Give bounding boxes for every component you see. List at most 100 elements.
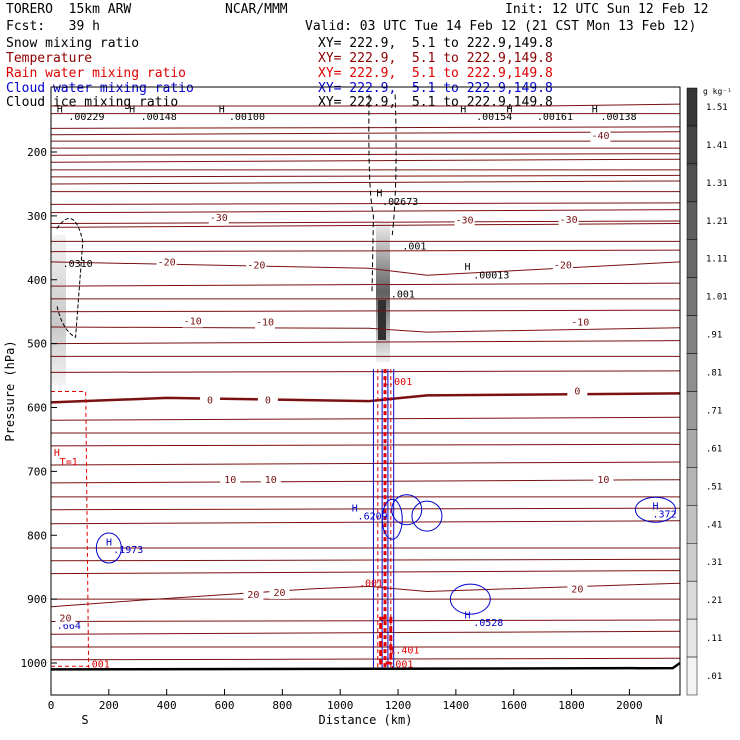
x-tick-label-3: 600: [215, 699, 235, 712]
rain-core: [379, 616, 393, 665]
field-xy-rain: XY= 222.9, 5.1 to 222.9,149.8: [318, 66, 553, 81]
contour-label-21: T=1: [60, 457, 78, 468]
x-tick-label-4: 800: [272, 699, 292, 712]
temperature-label-bg-6: [552, 260, 573, 272]
contour-label-27: .6209: [358, 511, 388, 522]
x-tick-label-1: 200: [99, 699, 119, 712]
isotherm-extra-32: [50, 630, 681, 635]
colorbar-swatch-14: [686, 125, 698, 165]
contour-label-32: H: [653, 502, 659, 513]
colorbar-label-15: 1.51: [706, 103, 728, 113]
contour-labels: H.00229H.00148H.00100H.00154H.00161H.001…: [54, 104, 677, 670]
colorbar-label-0: .01: [706, 672, 722, 682]
temperature-label-bg-14: [260, 474, 281, 486]
x-tick-label-5: 1000: [327, 699, 354, 712]
x-tick-label-6: 1200: [385, 699, 412, 712]
isotherm-8: [50, 582, 681, 608]
temperature-label-4: -20: [158, 258, 176, 269]
snow-dashed-contour: [368, 94, 397, 293]
isotherm-extra-5: [50, 158, 681, 163]
temperature-label-bg-13: [220, 474, 241, 486]
contour-label-16: .00013: [473, 270, 509, 281]
temperature-label-bg-11: [257, 395, 278, 407]
temperature-label-bg-8: [255, 317, 276, 329]
isotherm-extra-11: [50, 209, 681, 214]
temperature-isotherms: [50, 103, 681, 608]
temperature-label-17: 20: [247, 590, 259, 601]
colorbar-label-6: .61: [706, 444, 722, 454]
colorbar-swatch-7: [686, 391, 698, 430]
isotherm-extra-19: [50, 370, 681, 373]
isotherm-3: [50, 223, 681, 228]
contour-label-19: 1.001: [382, 377, 412, 388]
colorbar-swatch-3: [686, 543, 698, 582]
isotherm-extra-20: [50, 416, 681, 421]
cloud-water-contour-2: [381, 498, 403, 540]
isotherm-extra-25: [50, 507, 681, 511]
contour-label-15: H: [465, 262, 471, 273]
temperature-label-bg-9: [570, 317, 591, 329]
colorbar-label-13: 1.31: [706, 179, 728, 189]
init-time: Init: 12 UTC Sun 12 Feb 12: [505, 2, 709, 17]
isotherm-2: [50, 220, 681, 224]
contour-label-13: .02673: [382, 197, 418, 208]
cloud-water-contour-5: [95, 532, 122, 564]
x-tick-label-9: 1800: [558, 699, 585, 712]
contour-label-22: .001: [359, 578, 383, 589]
contour-label-4: H: [219, 104, 225, 115]
isotherm-4: [50, 261, 681, 276]
colorbar-label-14: 1.41: [706, 141, 728, 151]
field-name-snow: Snow mixing ratio: [6, 36, 140, 51]
forecast-hour: Fcst: 39 h: [6, 19, 100, 34]
contour-label-9: .00161: [537, 112, 573, 123]
contour-label-2: H: [129, 104, 135, 115]
contour-label-25: .001: [389, 659, 413, 670]
temperature-label-bg-18: [269, 587, 290, 599]
contour-label-14: .001: [402, 242, 426, 253]
colorbar-unit: g kg⁻¹: [703, 87, 732, 96]
isotherm-extra-34: [50, 657, 681, 661]
cloud-water-contour-0: [391, 494, 423, 526]
isotherm-6: [50, 392, 681, 404]
contour-label-3: .00148: [141, 112, 177, 123]
x-axis-label: Distance (km): [319, 713, 413, 727]
isotherm-extra-8: [50, 180, 681, 185]
center-title: NCAR/MMM: [225, 2, 288, 17]
colorbar-label-7: .71: [706, 406, 722, 416]
cloud-water-contour-3: [449, 583, 491, 615]
snow-shading-layer: [52, 222, 390, 385]
temperature-label-bg-2: [454, 215, 475, 227]
temperature-label-8: -10: [256, 318, 274, 329]
temperature-label-bg-5: [246, 260, 267, 272]
isotherm-extra-10: [50, 202, 681, 205]
temperature-label-bg-15: [593, 474, 614, 486]
valid-time: Valid: 03 UTC Tue 14 Feb 12 (21 CST Mon …: [305, 19, 697, 34]
cloud-water-contour-1: [411, 500, 443, 532]
y-axis-label: Pressure (hPa): [3, 340, 17, 441]
colorbar-swatch-15: [686, 87, 698, 127]
temperature-label-16: 20: [59, 613, 71, 624]
temperature-label-bg-4: [156, 257, 177, 269]
field-xy-temperature: XY= 222.9, 5.1 to 222.9,149.8: [318, 51, 553, 66]
colorbar-label-11: 1.11: [706, 255, 728, 265]
x-tick-label-2: 400: [157, 699, 177, 712]
temperature-label-bg-16: [55, 613, 76, 625]
temperature-label-0: -40: [591, 131, 609, 142]
contour-label-0: H: [57, 104, 63, 115]
isotherm-5: [50, 326, 681, 333]
temperature-label-14: 10: [265, 475, 277, 486]
temperature-label-2: -30: [456, 216, 474, 227]
x-tick-label-10: 2000: [616, 699, 643, 712]
isotherm-extra-23: [50, 461, 681, 466]
contour-label-5: .00100: [229, 112, 265, 123]
isotherm-extra-14: [50, 282, 681, 287]
y-tick-label-8: 1000: [21, 657, 48, 670]
y-tick-label-7: 900: [27, 593, 47, 606]
rain-dashed-contour-left: [51, 391, 90, 667]
colorbar-swatch-6: [686, 429, 698, 468]
field-xy-cloud-water: XY= 222.9, 5.1 to 222.9,149.8: [318, 81, 553, 96]
colorbar-label-12: 1.21: [706, 217, 728, 227]
temperature-label-19: 20: [571, 585, 583, 596]
isotherm-extra-22: [50, 443, 681, 447]
temperature-label-11: 0: [265, 396, 271, 407]
